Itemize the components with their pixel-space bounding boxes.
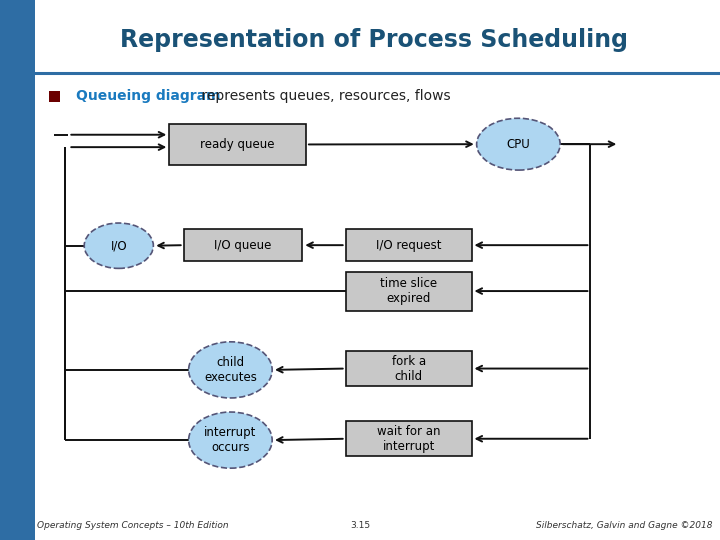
Bar (346, 351, 472, 386)
Text: Representation of Process Scheduling: Representation of Process Scheduling (120, 29, 629, 52)
Text: wait for an
interrupt: wait for an interrupt (377, 425, 441, 453)
Bar (346, 421, 472, 456)
Ellipse shape (477, 118, 560, 170)
Bar (346, 230, 472, 261)
Ellipse shape (84, 223, 153, 268)
Text: I/O queue: I/O queue (215, 239, 271, 252)
Text: interrupt
occurs: interrupt occurs (204, 426, 256, 454)
Text: Silberschatz, Galvin and Gagne ©2018: Silberschatz, Galvin and Gagne ©2018 (536, 521, 713, 530)
Bar (169, 124, 306, 165)
Text: child
executes: child executes (204, 356, 257, 384)
Text: Operating System Concepts – 10th Edition: Operating System Concepts – 10th Edition (37, 521, 229, 530)
Bar (0, 0, 35, 540)
Bar (184, 230, 302, 261)
Text: I/O request: I/O request (376, 239, 441, 252)
Text: represents queues, resources, flows: represents queues, resources, flows (197, 89, 450, 103)
Text: I/O: I/O (110, 239, 127, 252)
Text: fork a
child: fork a child (392, 355, 426, 382)
Text: Queueing diagram: Queueing diagram (76, 89, 220, 103)
Ellipse shape (189, 412, 272, 468)
Text: time slice
expired: time slice expired (380, 277, 437, 305)
Ellipse shape (189, 342, 272, 398)
Text: CPU: CPU (507, 138, 530, 151)
Bar (346, 272, 472, 310)
Text: ready queue: ready queue (200, 138, 275, 151)
Text: 3.15: 3.15 (350, 521, 370, 530)
Bar (49, 91, 60, 102)
